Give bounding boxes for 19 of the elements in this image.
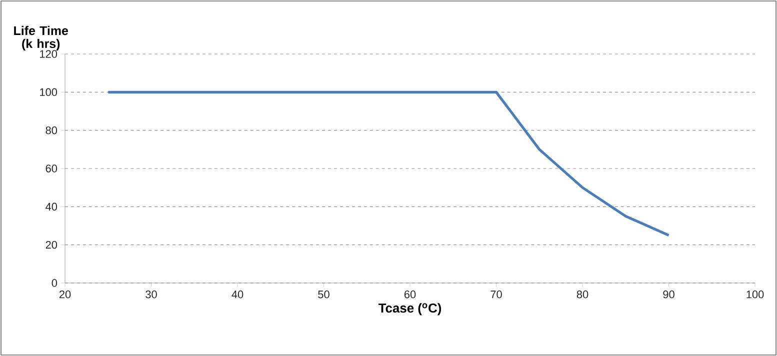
y-tick-label: 20 (46, 240, 58, 249)
y-tick-label: 40 (46, 202, 58, 211)
y-tick-label: 100 (40, 88, 58, 96)
y-tick-label: 120 (40, 50, 58, 58)
y-axis-title: Life Time (k hrs) (14, 26, 68, 50)
y-tick-label: 80 (46, 126, 58, 134)
x-tick-label: 50 (318, 290, 330, 298)
line-series (106, 90, 670, 237)
x-tick-label: 70 (490, 290, 502, 298)
x-tick-label: 60 (404, 290, 416, 298)
x-tick-label: 20 (59, 290, 71, 298)
x-tick-label: 80 (576, 290, 588, 298)
x-tick-label: 40 (232, 290, 244, 298)
y-tick-label: 60 (46, 164, 58, 172)
x-tick-label: 30 (146, 290, 157, 298)
y-tick-label: 0 (52, 279, 58, 287)
x-tick-label: 100 (746, 290, 764, 298)
x-axis-title: Tcase ($^{o}$C) (378, 303, 442, 316)
x-tick-label: 90 (663, 290, 674, 298)
